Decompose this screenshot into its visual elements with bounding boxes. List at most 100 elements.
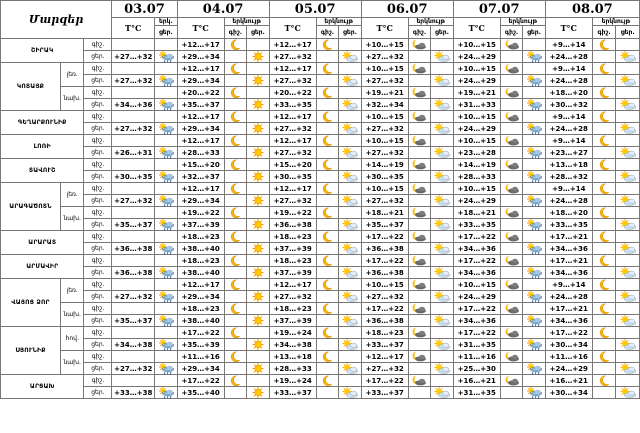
sun-cloud-rain-icon <box>154 194 178 207</box>
moon-icon <box>223 134 248 147</box>
moon-cloud-icon <box>499 110 524 123</box>
sky-header: երկնույթ <box>591 17 640 26</box>
temperature-cell: +11…+16 <box>452 350 501 363</box>
temperature-cell: +12…+17 <box>176 62 225 75</box>
temperature-cell: +35…+37 <box>176 98 225 111</box>
sun-cloud-icon <box>615 74 640 87</box>
subregion-label: նախ. <box>59 350 85 375</box>
time-of-day-label: գիշ. <box>83 86 113 99</box>
temperature-cell: +29…+34 <box>176 194 225 207</box>
temperature-cell: +17…+22 <box>176 374 225 387</box>
time-of-day-label: ցեր. <box>83 386 113 399</box>
sun-cloud-icon <box>615 314 640 327</box>
moon-cloud-icon <box>407 62 432 75</box>
empty-cell <box>154 230 178 243</box>
empty-cell <box>430 62 454 75</box>
empty-cell <box>338 278 362 291</box>
empty-cell <box>223 266 248 279</box>
empty-cell <box>407 218 432 231</box>
moon-icon <box>223 38 248 51</box>
temperature-cell: +18…+23 <box>360 326 409 339</box>
temperature-cell: +17…+22 <box>176 326 225 339</box>
temp-header: T°C <box>452 17 501 39</box>
sun-cloud-icon <box>430 74 454 87</box>
temperature-cell: +36…+38 <box>268 218 317 231</box>
time-of-day-label: ցեր. <box>83 194 113 207</box>
temperature-cell: +17…+21 <box>544 230 593 243</box>
temperature-cell: +28…+33 <box>176 146 225 159</box>
moon-cloud-icon <box>407 86 432 99</box>
temperature-cell: +17…+22 <box>360 230 409 243</box>
day-subheader: ցեր. <box>154 25 178 39</box>
table-row: ԿՈՏԱՅՔ լեռ. գիշ. +12…+17 +12…+17 +10…+15 +10…+… <box>0 62 640 111</box>
empty-cell <box>430 206 454 219</box>
temperature-cell: +12…+17 <box>268 110 317 123</box>
sun-cloud-icon <box>430 362 454 375</box>
temperature-cell: +10…+15 <box>360 278 409 291</box>
sun-cloud-icon <box>430 266 454 279</box>
sun-cloud-icon <box>430 290 454 303</box>
temperature-cell: +17…+22 <box>360 302 409 315</box>
empty-cell <box>154 182 178 195</box>
temperature-cell: +27…+32 <box>268 290 317 303</box>
empty-cell <box>154 38 178 51</box>
moon-cloud-icon <box>407 158 432 171</box>
empty-cell <box>223 218 248 231</box>
temperature-cell: +10…+15 <box>360 38 409 51</box>
sun-cloud-rain-icon <box>522 266 546 279</box>
sky-header: երկ. <box>154 17 178 26</box>
empty-cell <box>154 302 178 315</box>
temperature-cell: +13…+18 <box>544 158 593 171</box>
sun-cloud-rain-icon <box>154 50 178 63</box>
temperature-cell: +17…+22 <box>452 254 501 267</box>
sun-icon <box>246 146 270 159</box>
temperature-cell: +12…+17 <box>176 110 225 123</box>
empty-cell <box>499 362 524 375</box>
temperature-cell: +29…+34 <box>176 122 225 135</box>
temperature-cell: +30…+34 <box>544 386 593 399</box>
sun-cloud-icon <box>615 242 640 255</box>
forecast-body: ՇԻՐԱԿ գիշ. +12…+17 +12…+17 +10…+15 +10…+15 +9…… <box>0 38 640 399</box>
time-of-day-label: ցեր. <box>83 266 113 279</box>
temp-header: T°C <box>360 17 409 39</box>
empty-cell <box>499 266 524 279</box>
temperature-cell: +33…+38 <box>111 386 156 399</box>
temperature-cell: +12…+17 <box>176 38 225 51</box>
sun-cloud-rain-icon <box>522 218 546 231</box>
sun-cloud-icon <box>430 386 454 399</box>
temperature-cell: +36…+38 <box>111 242 156 255</box>
time-of-day-label: գիշ. <box>83 254 113 267</box>
moon-icon <box>315 62 340 75</box>
empty-cell <box>315 338 340 351</box>
moon-icon <box>223 158 248 171</box>
sun-cloud-rain-icon <box>522 194 546 207</box>
moon-icon <box>223 86 248 99</box>
empty-cell <box>615 350 640 363</box>
temperature-cell: +17…+22 <box>452 302 501 315</box>
temperature-cell <box>111 62 156 75</box>
moon-icon <box>315 230 340 243</box>
temperature-cell: +37…+39 <box>268 266 317 279</box>
empty-cell <box>591 362 617 375</box>
temp-header: T°C <box>111 17 156 39</box>
time-of-day-label: գիշ. <box>83 374 113 387</box>
empty-cell <box>615 230 640 243</box>
moon-icon <box>223 350 248 363</box>
empty-cell <box>223 242 248 255</box>
empty-cell <box>430 86 454 99</box>
date-header: 05.07 <box>268 0 362 18</box>
sun-cloud-icon <box>615 338 640 351</box>
empty-cell <box>223 98 248 111</box>
temperature-cell: +27…+32 <box>111 362 156 375</box>
empty-cell <box>315 242 340 255</box>
sun-cloud-icon <box>338 122 362 135</box>
sun-cloud-rain-icon <box>154 242 178 255</box>
table-row: ցեր. +36…+38 +38…+40 +37…+39 +36…+38 +34…+36 +… <box>1 266 640 279</box>
temperature-cell: +27…+32 <box>360 362 409 375</box>
sun-cloud-icon <box>615 50 640 63</box>
temperature-cell: +19…+22 <box>176 206 225 219</box>
empty-cell <box>522 158 546 171</box>
temperature-cell: +33…+37 <box>360 338 409 351</box>
table-row: ցեր. +33…+38 +35…+40 +33…+37 +33…+37 +31…+35 +… <box>1 386 640 399</box>
empty-cell <box>223 74 248 87</box>
